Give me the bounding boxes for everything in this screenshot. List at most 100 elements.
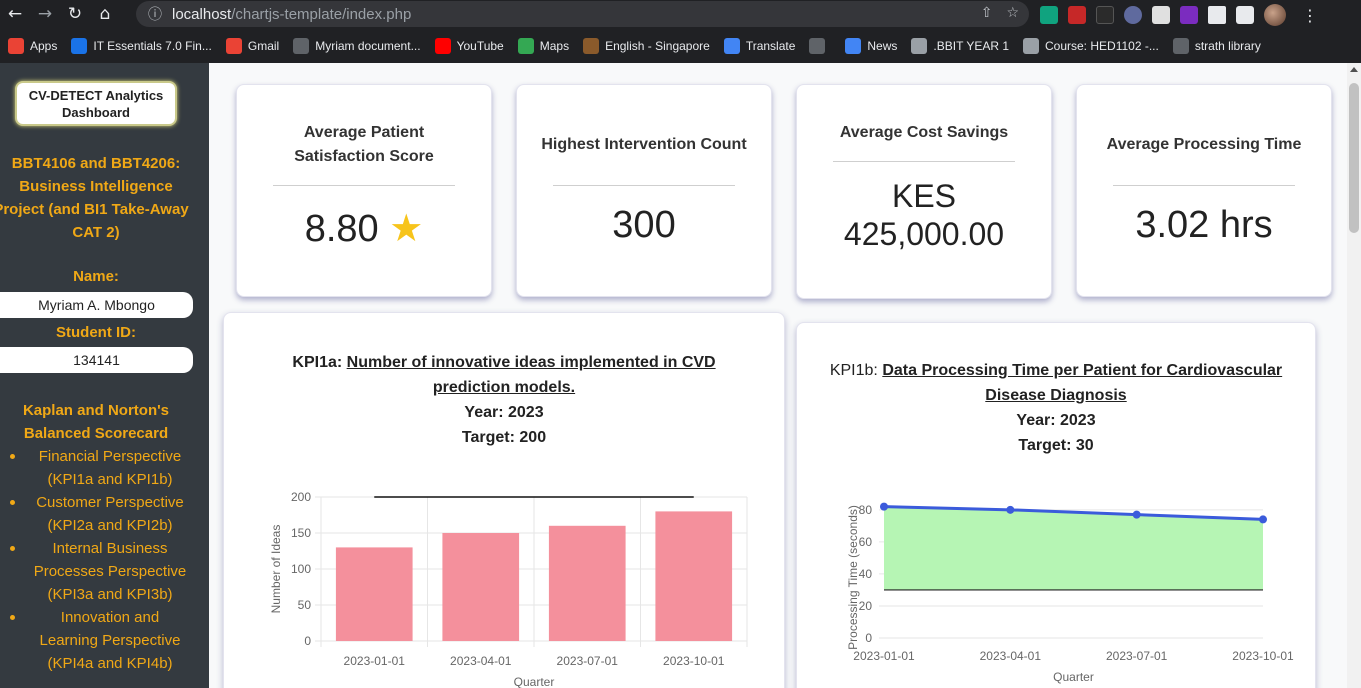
chart-title-link[interactable]: Disease Diagnosis xyxy=(985,387,1127,404)
y-tick-label: 50 xyxy=(298,598,312,612)
gmail-icon xyxy=(225,37,242,54)
bookmark-label: IT Essentials 7.0 Fin... xyxy=(93,38,212,53)
kpi-card-value: 8.80 ★ xyxy=(247,209,481,249)
pdf-extension-icon[interactable] xyxy=(1068,6,1086,24)
y-tick-label: 150 xyxy=(291,526,311,540)
site-info-icon[interactable]: ⓘ xyxy=(148,7,162,23)
bookmark-item[interactable]: News xyxy=(845,37,898,54)
kpi-divider xyxy=(1113,185,1295,186)
bookmark-item[interactable]: IT Essentials 7.0 Fin... xyxy=(71,37,212,54)
chart-kpi-label: KPI1a: xyxy=(292,354,343,371)
cursor-extension-icon[interactable] xyxy=(1124,6,1142,24)
page-scrollbar[interactable] xyxy=(1347,63,1361,688)
globe-icon xyxy=(1172,37,1189,54)
kpi-divider xyxy=(273,185,455,186)
x-tick-label: 2023-10-01 xyxy=(663,654,725,668)
x-tick-label: 2023-04-01 xyxy=(450,654,512,668)
bookmark-item[interactable]: Myriam document... xyxy=(293,37,421,54)
chart-card-kpi1a: KPI1a: Number of innovative ideas implem… xyxy=(223,312,785,688)
reload-icon[interactable]: ↻ xyxy=(67,4,83,24)
bookmark-item[interactable]: YouTube xyxy=(434,37,504,54)
sidepanel-icon[interactable] xyxy=(1236,6,1254,24)
kpi-divider xyxy=(553,185,735,186)
x-tick-label: 2023-01-01 xyxy=(344,654,406,668)
bookmark-item[interactable]: Maps xyxy=(517,37,569,54)
chart-year: Year: 2023 xyxy=(1016,412,1096,429)
bar xyxy=(335,547,413,641)
kpi-value-number: 8.80 xyxy=(304,208,379,250)
perspective-item[interactable]: Innovation and Learning Perspective (KPI… xyxy=(0,606,200,675)
home-icon[interactable]: ⌂ xyxy=(99,4,111,24)
bookmark-label: News xyxy=(867,38,898,53)
framework-title: Kaplan and Norton's Balanced Scorecard xyxy=(0,399,192,445)
bar-chart: 0 50 100 150 200 2023-01-01 2023-04-01 2023-07-… xyxy=(269,490,748,688)
star-icon: ★ xyxy=(389,208,424,250)
x-tick-label: 2023-07-01 xyxy=(557,654,619,668)
y-tick-label: 20 xyxy=(859,599,873,613)
framework-title-line: Balanced Scorecard xyxy=(23,425,169,442)
project-line: CAT 2) xyxy=(72,224,120,241)
bookmark-item[interactable] xyxy=(809,37,831,54)
perspective-item[interactable]: Internal Business Processes Perspective … xyxy=(0,537,200,606)
url-path: /chartjs-template/index.php xyxy=(231,5,412,23)
chart-title-link[interactable]: Data Processing Time per Patient for Car… xyxy=(882,362,1283,379)
translate-icon xyxy=(723,37,740,54)
brand-badge[interactable]: CV-DETECT Analytics Dashboard xyxy=(15,81,177,126)
bookmark-item[interactable]: strath library xyxy=(1172,37,1261,54)
student-id-label: Student ID: xyxy=(56,324,136,341)
x-tick-label: 2023-01-01 xyxy=(853,649,915,663)
y-axis-label: Number of Ideas xyxy=(269,525,283,614)
extension-icon[interactable] xyxy=(1096,6,1114,24)
url-host: localhost xyxy=(172,5,232,23)
perspective-item[interactable]: Financial Perspective (KPI1a and KPI1b) xyxy=(0,445,200,491)
chatgpt-extension-icon[interactable] xyxy=(1040,6,1058,24)
perspective-item[interactable]: Customer Perspective (KPI2a and KPI2b) xyxy=(0,491,200,537)
share-icon[interactable]: ⇧ xyxy=(980,5,993,21)
bookmark-item[interactable]: Gmail xyxy=(225,37,279,54)
apps-grid-icon xyxy=(8,37,24,54)
student-id-value: 134141 xyxy=(0,347,193,373)
bookmark-item[interactable]: Translate xyxy=(723,37,796,54)
x-tick-label: 2023-07-01 xyxy=(1106,649,1168,663)
y-tick-label: 80 xyxy=(859,503,873,517)
chart-header: KPI1b: Data Processing Time per Patient … xyxy=(797,358,1315,458)
bookmark-icon xyxy=(911,37,928,54)
menu-kebab-icon[interactable]: ⋮ xyxy=(1302,5,1318,25)
puzzle-extensions-icon[interactable] xyxy=(1208,6,1226,24)
data-point xyxy=(1006,505,1015,514)
chart-target: Target: 200 xyxy=(461,429,547,446)
chart-title-link[interactable]: Number of innovative ideas implemented i… xyxy=(346,354,716,371)
series-line xyxy=(883,505,1264,521)
kpi-card-intervention: Highest Intervention Count 300 xyxy=(516,84,772,297)
youtube-icon xyxy=(434,37,451,54)
bookmark-item[interactable]: Apps xyxy=(8,37,57,54)
bookmark-star-icon[interactable]: ☆ xyxy=(1006,5,1019,21)
profile-avatar[interactable] xyxy=(1264,4,1286,26)
globe-icon xyxy=(809,37,826,54)
y-tick-label: 0 xyxy=(304,634,311,648)
doc-extension-icon[interactable] xyxy=(1152,6,1170,24)
data-point xyxy=(1259,515,1267,524)
news-icon xyxy=(845,37,862,54)
bookmark-label: .BBIT YEAR 1 xyxy=(933,38,1009,53)
back-icon[interactable]: ← xyxy=(7,4,23,24)
bookmark-label: Translate xyxy=(745,38,796,53)
bookmark-item[interactable]: Course: HED1102 -... xyxy=(1023,37,1159,54)
project-title: BBT4106 and BBT4206: Business Intelligen… xyxy=(0,152,192,244)
area-fill xyxy=(884,506,1263,590)
forward-icon[interactable]: → xyxy=(37,4,53,24)
project-line: BBT4106 and BBT4206: xyxy=(11,155,181,172)
chart-title-link[interactable]: prediction models. xyxy=(432,379,576,396)
bookmark-item[interactable]: English - Singapore xyxy=(583,37,710,54)
bookmark-item[interactable]: .BBIT YEAR 1 xyxy=(911,37,1009,54)
sidebar: CV-DETECT Analytics Dashboard BBT4106 an… xyxy=(0,63,209,688)
y-tick-label: 100 xyxy=(291,562,311,576)
bookmark-label: Course: HED1102 -... xyxy=(1045,38,1159,53)
address-bar[interactable]: ⓘ localhost/chartjs-template/index.php ⇧… xyxy=(136,1,1029,27)
scroll-up-icon[interactable] xyxy=(1350,67,1358,72)
cs-extension-icon[interactable] xyxy=(1180,6,1198,24)
scrollbar-thumb[interactable] xyxy=(1349,83,1359,233)
x-tick-label: 2023-04-01 xyxy=(980,649,1042,663)
framework-title-line: Kaplan and Norton's xyxy=(22,402,170,419)
data-point xyxy=(880,502,888,511)
